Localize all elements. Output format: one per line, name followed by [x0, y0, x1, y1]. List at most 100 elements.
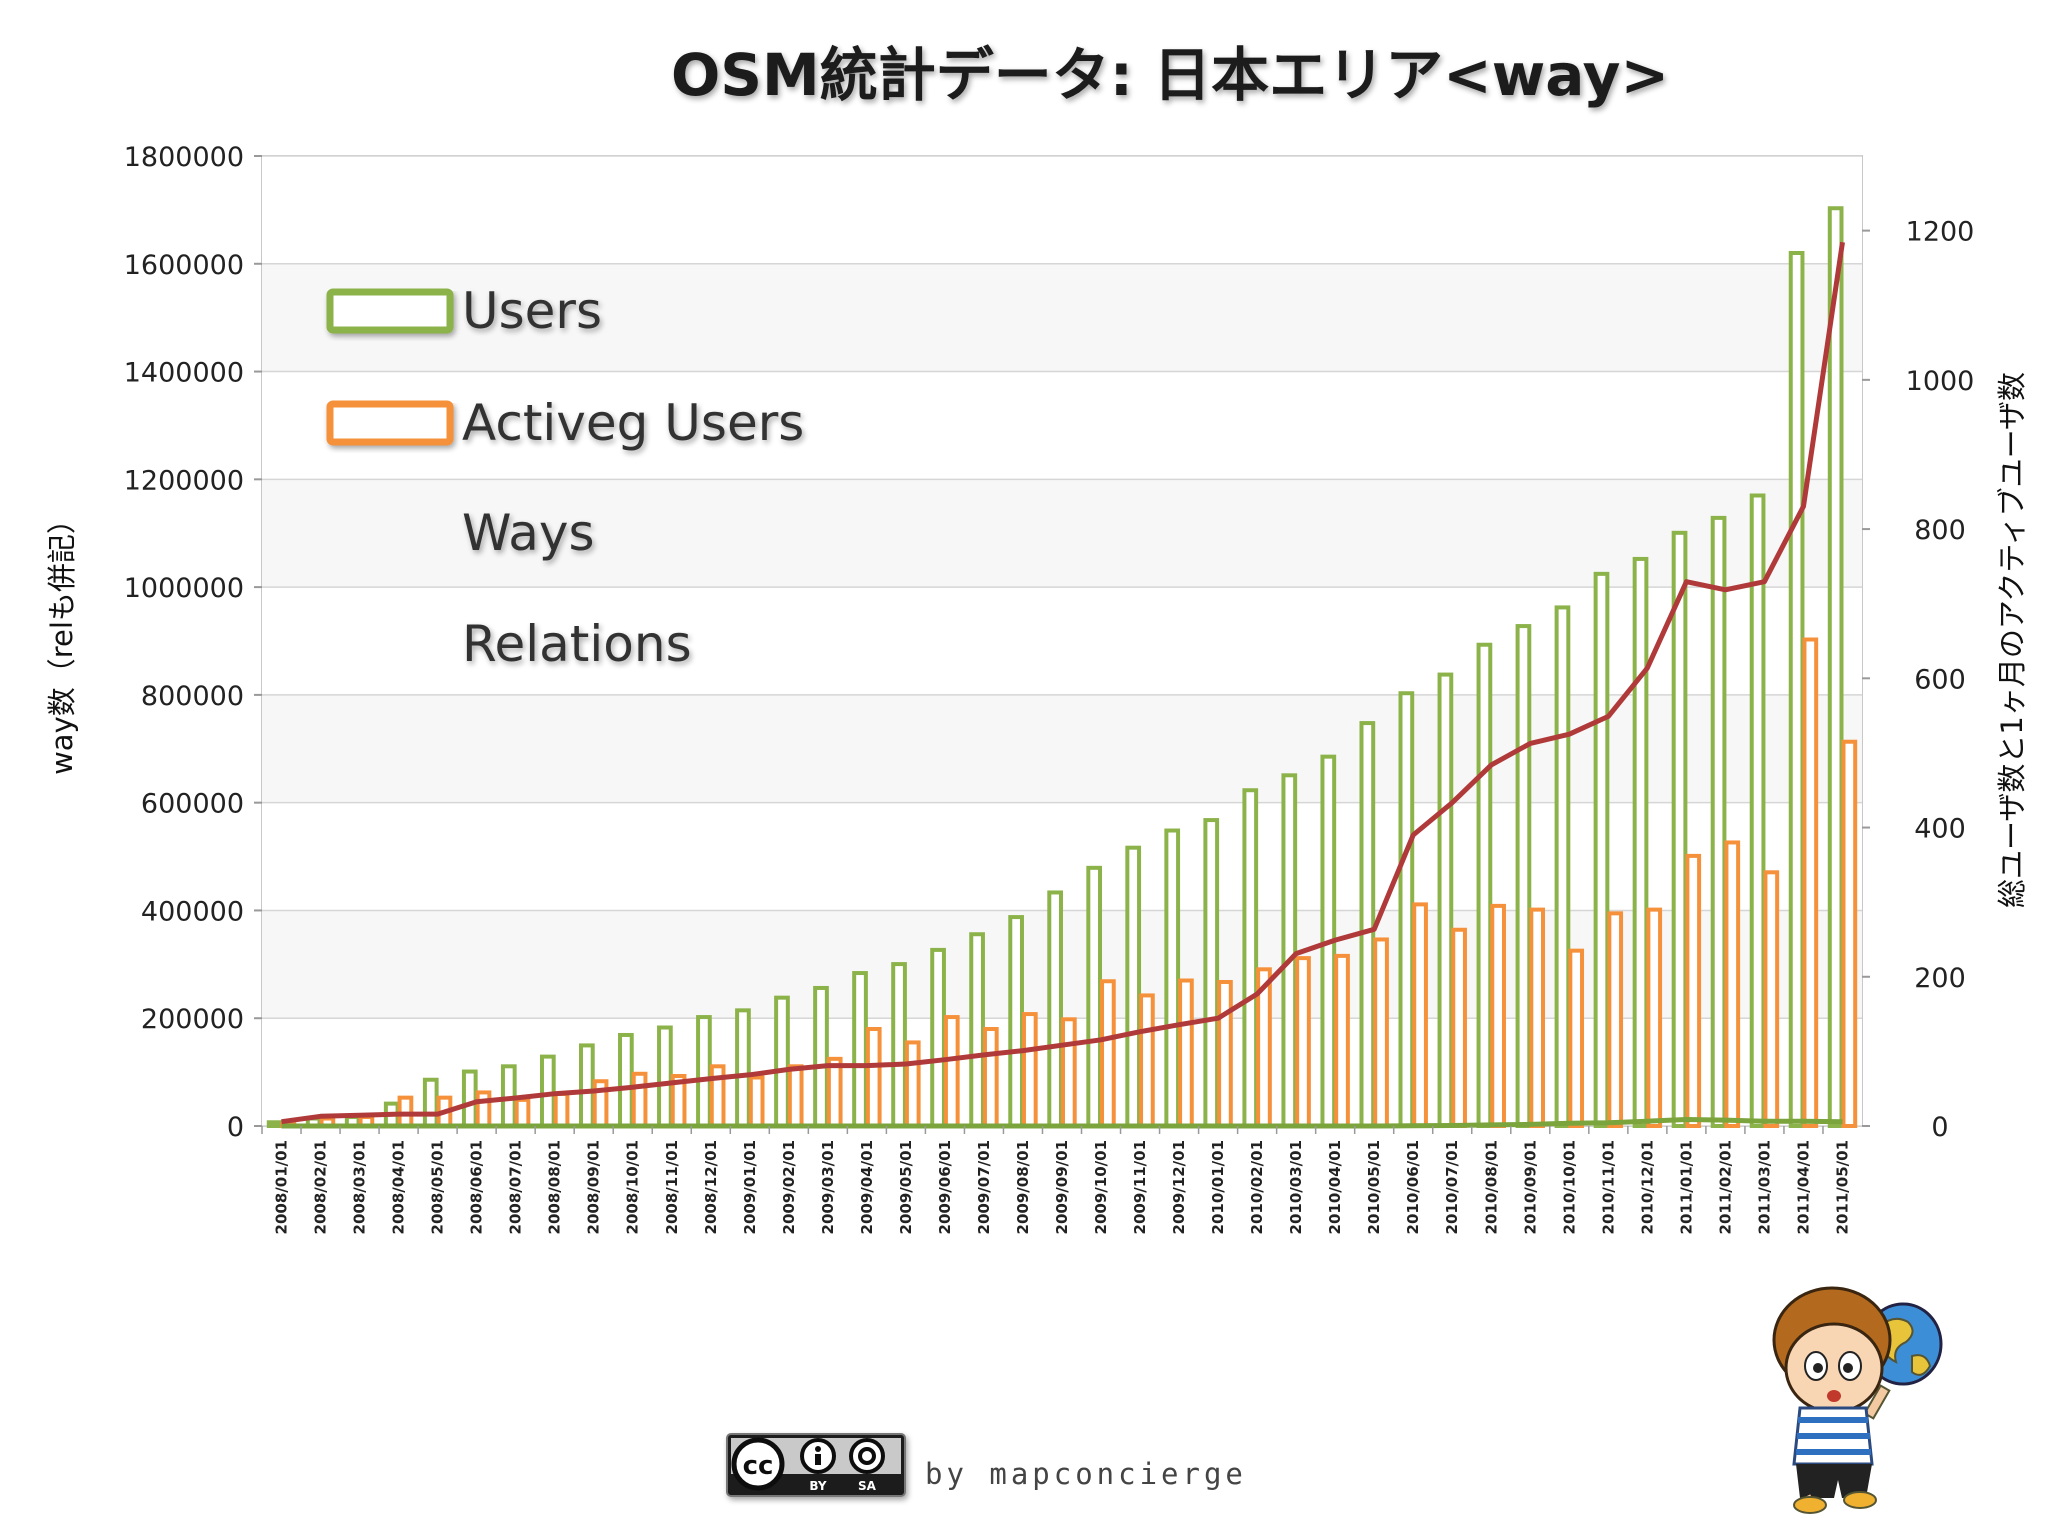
bar-active-users [1178, 978, 1194, 1128]
right-tick-label: 1200 [1906, 217, 1975, 248]
legend-label-relations: Relations [462, 615, 692, 673]
bar-users [618, 1032, 634, 1129]
bar-active-users [1646, 907, 1663, 1128]
left-tick-label: 1200000 [124, 465, 244, 496]
bar-users [1827, 206, 1844, 1128]
x-tick-label: 2011/03/01 [1755, 1140, 1773, 1234]
bar-active-users [1802, 637, 1819, 1128]
x-tick-label: 2008/10/01 [624, 1140, 642, 1234]
cc-icon-label: cc [743, 1451, 774, 1481]
x-tick-label: 2009/05/01 [897, 1140, 915, 1234]
bar-users [1437, 672, 1454, 1128]
legend-label-ways: Ways [462, 504, 595, 562]
x-tick-label: 2010/12/01 [1638, 1140, 1656, 1234]
bar-users [1047, 890, 1064, 1129]
cc-license-badge: cc BY SA [726, 1433, 906, 1497]
bar-users [774, 995, 790, 1129]
x-tick-label: 2010/09/01 [1521, 1140, 1539, 1234]
x-tick-label: 2008/07/01 [507, 1140, 525, 1234]
cc-icon [731, 1437, 785, 1491]
x-tick-label: 2009/01/01 [741, 1140, 759, 1234]
x-tick-label: 2010/03/01 [1287, 1140, 1305, 1234]
right-tick-label: 800 [1914, 515, 1966, 546]
bar-active-users [1412, 902, 1428, 1129]
x-tick-label: 2010/04/01 [1326, 1140, 1344, 1234]
bar-active-users [475, 1090, 492, 1129]
bar-users [852, 971, 868, 1128]
bar-users [1125, 845, 1142, 1129]
left-tick-label: 1400000 [124, 358, 244, 389]
legend-label-users: Users [462, 282, 602, 340]
x-axis-ticks: 2008/01/01 2008/02/01 2008/03/01 2008/04/01… [261, 1126, 1852, 1234]
bar-users [1086, 865, 1103, 1128]
right-tick-label: 400 [1914, 814, 1966, 845]
bar-active-users [826, 1056, 843, 1129]
bar-users [1593, 571, 1610, 1128]
x-tick-label: 2009/11/01 [1131, 1140, 1149, 1234]
x-tick-label: 2011/05/01 [1834, 1140, 1852, 1234]
bar-users [1476, 642, 1493, 1128]
line-relations [281, 1117, 1843, 1129]
x-tick-label: 2008/01/01 [273, 1140, 291, 1234]
bar-active-users [1568, 948, 1585, 1129]
x-tick-label: 2010/01/01 [1209, 1140, 1227, 1234]
bar-users [1164, 828, 1181, 1128]
bar-active-users [1373, 937, 1389, 1129]
bar-users [1203, 818, 1220, 1128]
x-tick-label: 2010/08/01 [1482, 1140, 1500, 1234]
mascot-pants [1796, 1464, 1872, 1498]
bar-active-users [1724, 840, 1741, 1128]
x-tick-label: 2011/04/01 [1795, 1140, 1813, 1234]
bar-active-users [1490, 903, 1506, 1129]
left-tick-label: 0 [227, 1112, 244, 1143]
bar-users [1359, 721, 1376, 1128]
x-tick-label: 2011/02/01 [1716, 1140, 1734, 1234]
by-label: BY [809, 1479, 826, 1493]
grid-band [262, 371, 1862, 480]
right-tick-label: 1000 [1906, 366, 1975, 397]
bar-users [891, 962, 907, 1128]
left-axis-label: way数（relも併記） [45, 505, 79, 775]
grid-band [262, 479, 1862, 588]
bar-users [1242, 788, 1259, 1128]
bar-active-users [631, 1071, 648, 1129]
x-tick-label: 2010/07/01 [1443, 1140, 1461, 1234]
sa-label: SA [858, 1479, 877, 1493]
bar-active-users [1451, 927, 1467, 1128]
bar-users [1710, 515, 1727, 1128]
x-tick-label: 2008/11/01 [663, 1140, 681, 1234]
left-tick-label: 1000000 [124, 573, 244, 604]
x-tick-label: 2009/12/01 [1170, 1140, 1188, 1234]
bar-active-users [1607, 911, 1624, 1128]
grid-band [262, 263, 1862, 372]
bar-active-users [787, 1064, 804, 1129]
x-tick-label: 2009/08/01 [1014, 1140, 1032, 1234]
left-tick-label: 600000 [141, 789, 244, 820]
mascot-shoe-right [1843, 1491, 1877, 1509]
bar-users [579, 1043, 595, 1129]
sa-icon-arc [858, 1447, 876, 1465]
x-tick-label: 2010/02/01 [1248, 1140, 1266, 1234]
bar-active-users [1021, 1012, 1038, 1128]
x-tick-label: 2009/03/01 [819, 1140, 837, 1234]
legend-swatch-users [326, 288, 454, 334]
bar-active-users [1061, 1017, 1077, 1128]
x-tick-label: 2008/12/01 [702, 1140, 720, 1234]
legend-item-ways: Ways [326, 504, 595, 562]
bar-users [1749, 493, 1766, 1128]
bar-users [1515, 624, 1532, 1128]
left-tick-label: 1800000 [124, 142, 244, 173]
bar-active-users [1100, 979, 1116, 1128]
bar-active-users [1763, 870, 1780, 1128]
x-tick-label: 2008/06/01 [468, 1140, 486, 1234]
right-axis-label: 総ユーザ数と1ヶ月のアクティブユーザ数 [1995, 372, 2029, 908]
x-tick-label: 2009/07/01 [975, 1140, 993, 1234]
bar-active-users [865, 1027, 882, 1128]
bar-active-users [1295, 956, 1311, 1128]
mascot-pupil-right [1843, 1363, 1853, 1373]
bar-active-users [553, 1091, 570, 1129]
bar-users [1788, 251, 1805, 1128]
bar-users [1671, 530, 1688, 1128]
left-tick-label: 400000 [141, 896, 244, 927]
